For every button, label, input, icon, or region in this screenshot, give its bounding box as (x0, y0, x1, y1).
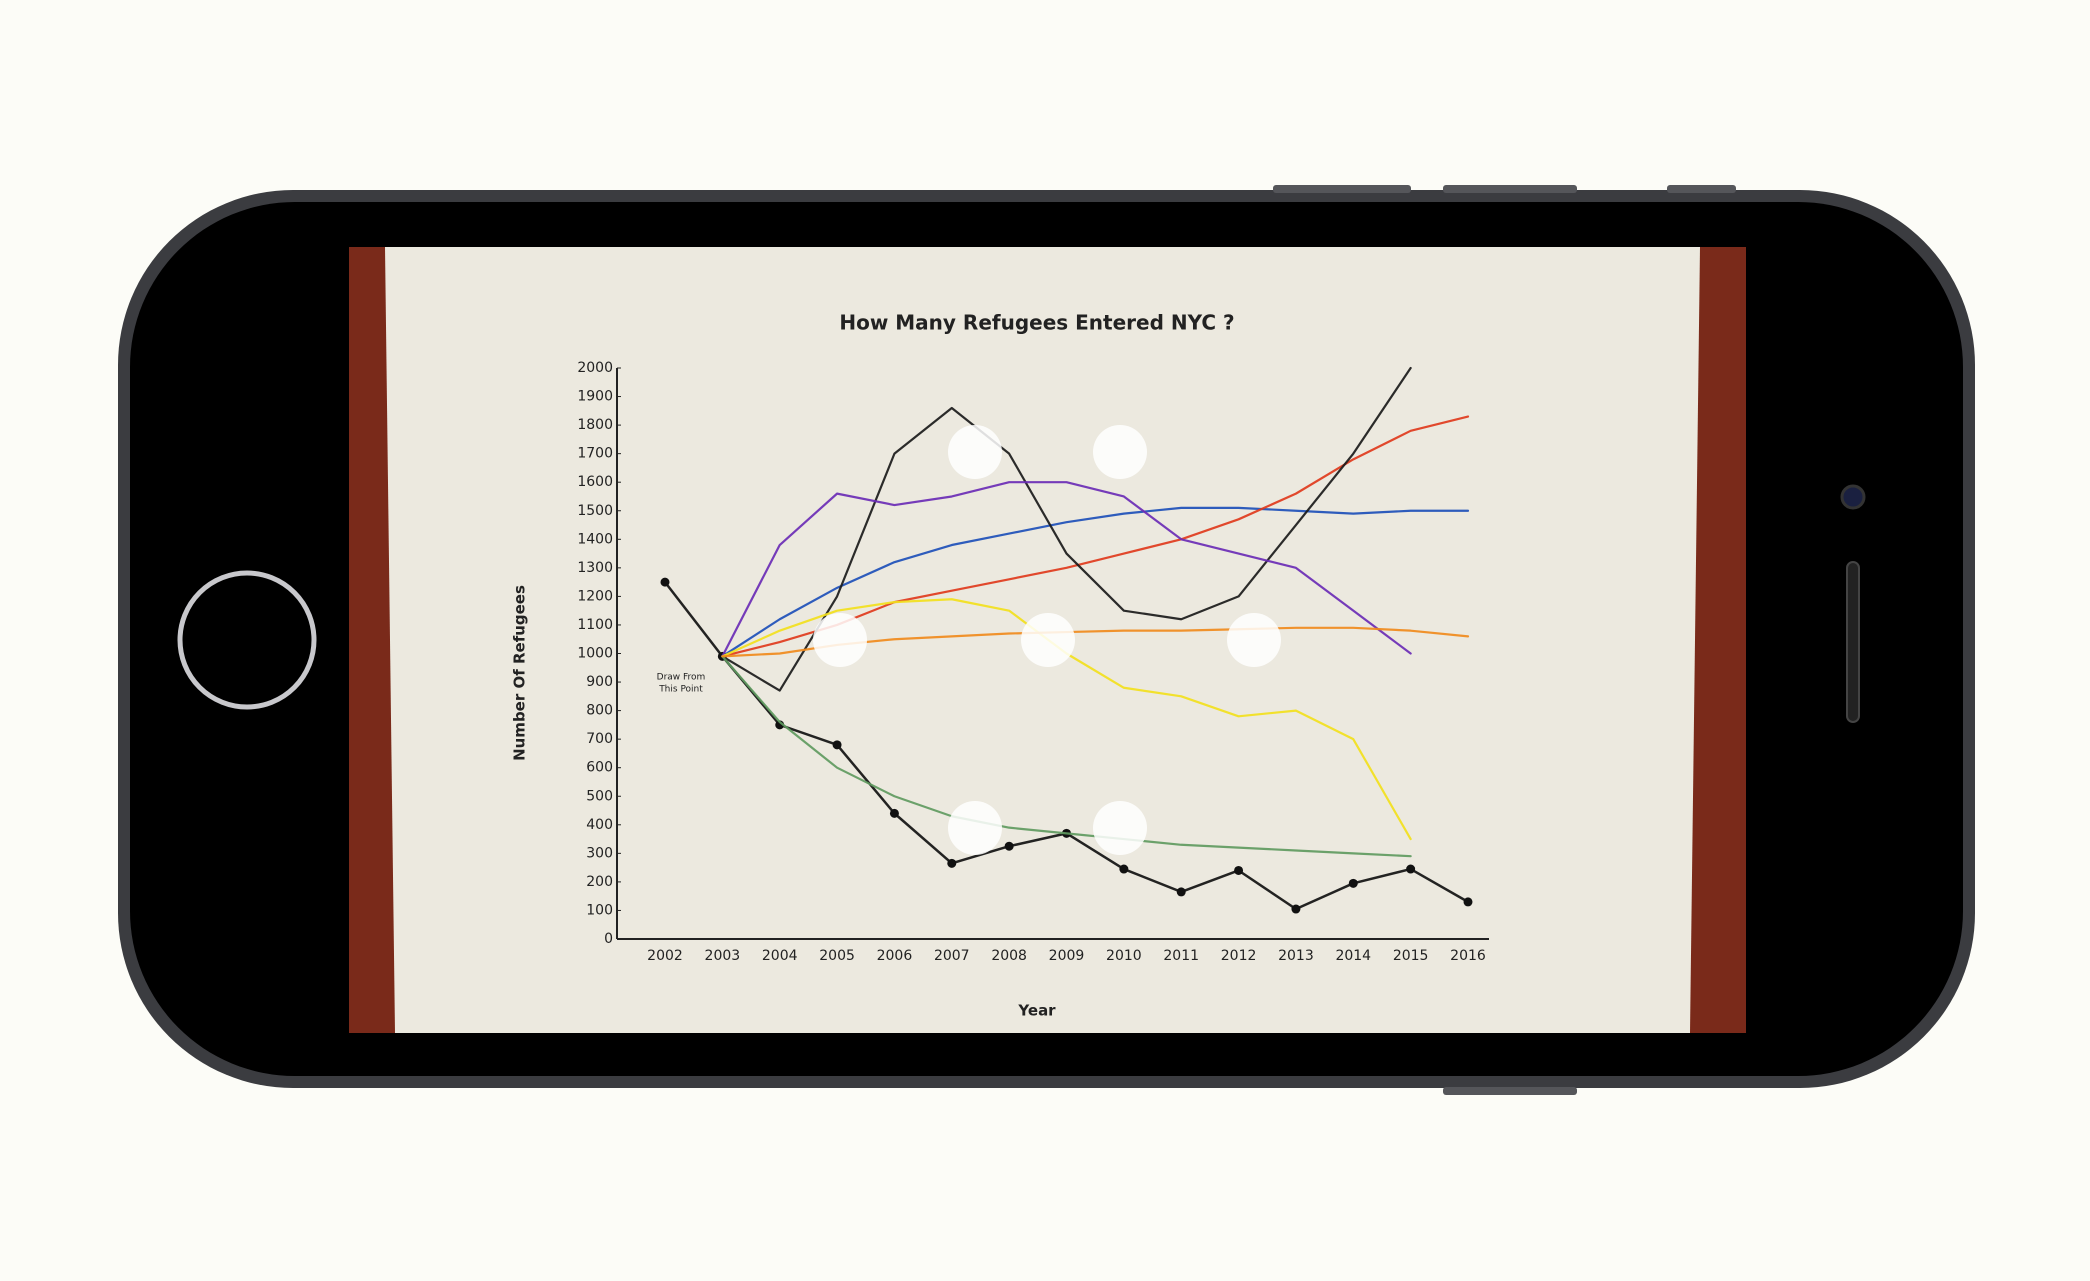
line (721, 506, 1470, 658)
power-button[interactable] (1443, 1087, 1577, 1095)
point (832, 740, 842, 750)
speaker (1846, 561, 1860, 723)
y-tick-label: 200 (586, 874, 613, 890)
line (721, 366, 1412, 692)
y-tick-label: 1400 (577, 531, 613, 547)
point (1176, 887, 1186, 897)
y-tick-label: 1700 (577, 446, 613, 462)
annotation: Draw From (657, 673, 706, 683)
x-axis-title: Year (1017, 1002, 1056, 1020)
point (1348, 878, 1358, 888)
x-tick-label: 2006 (877, 948, 913, 964)
point (660, 577, 670, 587)
y-tick-label: 1600 (577, 474, 613, 490)
x-tick-label: 2004 (762, 948, 798, 964)
x-tick-label: 2003 (705, 948, 741, 964)
overlay-dot[interactable] (948, 801, 1002, 855)
overlay-dot[interactable] (1093, 425, 1147, 479)
x-tick-label: 2005 (819, 948, 855, 964)
x-tick-label: 2008 (991, 948, 1027, 964)
y-tick-label: 900 (586, 674, 613, 690)
y-tick-label: 600 (586, 760, 613, 776)
y-tick-label: 300 (586, 845, 613, 861)
y-tick-label: 1200 (577, 588, 613, 604)
y-tick-label: 1100 (577, 617, 613, 633)
plot: How Many Refugees Entered NYC ? Year Num… (511, 311, 1489, 1020)
x-tick-label: 2013 (1278, 948, 1314, 964)
x-tick-label: 2012 (1221, 948, 1257, 964)
point (1234, 865, 1244, 875)
y-tick-label: 0 (604, 931, 613, 947)
point (889, 808, 899, 818)
point (1119, 864, 1129, 874)
x-tick-label: 2011 (1163, 948, 1199, 964)
y-tick-label: 100 (586, 902, 613, 918)
chart-title: How Many Refugees Entered NYC ? (839, 311, 1234, 335)
point (1291, 904, 1301, 914)
overlay-dot[interactable] (948, 425, 1002, 479)
line (721, 655, 1412, 858)
overlay-dot[interactable] (1227, 613, 1281, 667)
y-tick-label: 1500 (577, 503, 613, 519)
home-button[interactable] (177, 570, 317, 710)
point (1004, 841, 1014, 851)
x-tick-label: 2016 (1450, 948, 1486, 964)
y-tick-label: 1800 (577, 417, 613, 433)
y-tick-label: 500 (586, 788, 613, 804)
point (1406, 864, 1416, 874)
point (947, 858, 957, 868)
overlay-dot[interactable] (813, 613, 867, 667)
y-tick-label: 2000 (577, 360, 613, 376)
x-tick-label: 2010 (1106, 948, 1142, 964)
y-tick-label: 1900 (577, 389, 613, 405)
point (1463, 897, 1473, 907)
y-tick-label: 400 (586, 817, 613, 833)
overlay-dot[interactable] (1021, 613, 1075, 667)
mute-switch[interactable] (1667, 185, 1736, 193)
overlay-dot[interactable] (1093, 801, 1147, 855)
y-tick-label: 800 (586, 703, 613, 719)
line (721, 481, 1412, 658)
y-axis-title: Number Of Refugees (511, 585, 529, 761)
x-tick-label: 2015 (1393, 948, 1429, 964)
x-tick-label: 2007 (934, 948, 970, 964)
annotation: This Point (658, 685, 703, 695)
x-tick-label: 2002 (647, 948, 683, 964)
y-tick-label: 1000 (577, 646, 613, 662)
x-tick-label: 2009 (1049, 948, 1085, 964)
y-tick-label: 700 (586, 731, 613, 747)
overlay-dots (813, 425, 1281, 855)
volume-button[interactable] (1443, 185, 1577, 193)
volume-button[interactable] (1273, 185, 1411, 193)
x-tick-label: 2014 (1335, 948, 1371, 964)
camera (1840, 484, 1866, 510)
y-tick-label: 1300 (577, 560, 613, 576)
